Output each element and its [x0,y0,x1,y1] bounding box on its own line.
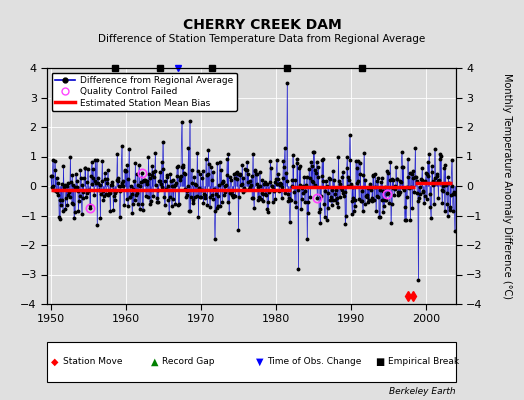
Text: CHERRY CREEK DAM: CHERRY CREEK DAM [183,18,341,32]
Text: ◆: ◆ [51,357,59,367]
Text: ▼: ▼ [256,357,263,367]
Text: Record Gap: Record Gap [162,358,215,366]
Text: ▲: ▲ [151,357,158,367]
Text: Difference of Station Temperature Data from Regional Average: Difference of Station Temperature Data f… [99,34,425,44]
Text: Berkeley Earth: Berkeley Earth [389,387,456,396]
Legend: Difference from Regional Average, Quality Control Failed, Estimated Station Mean: Difference from Regional Average, Qualit… [52,72,236,111]
Y-axis label: Monthly Temperature Anomaly Difference (°C): Monthly Temperature Anomaly Difference (… [502,73,512,299]
Text: Empirical Break: Empirical Break [388,358,459,366]
Text: Station Move: Station Move [63,358,123,366]
Text: ■: ■ [375,357,385,367]
Text: Time of Obs. Change: Time of Obs. Change [267,358,362,366]
